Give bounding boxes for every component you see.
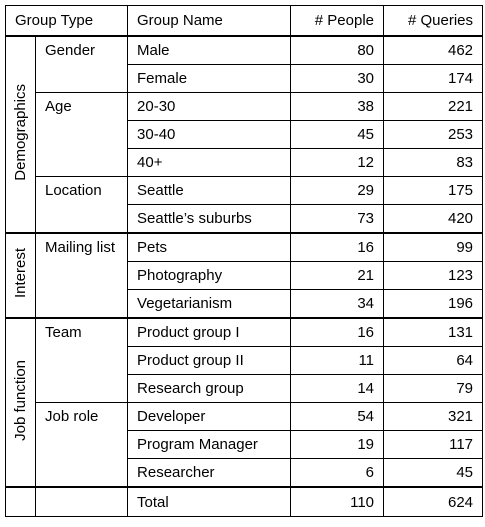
people-cell: 21 (290, 261, 385, 290)
group-name-cell: Female (127, 64, 292, 93)
table-row: Seattle’s suburbs 73 420 (6, 204, 484, 234)
group-name-cell: Pets (127, 232, 292, 262)
total-row: Total 110 624 (5, 486, 484, 517)
blank-cell (34, 486, 129, 517)
people-cell: 34 (290, 289, 385, 319)
people-cell: 6 (290, 458, 385, 488)
group-name-cell: Product group II (127, 346, 292, 375)
group-name-cell: 30-40 (127, 120, 292, 149)
group-name-cell: Vegetarianism (127, 289, 292, 319)
people-cell: 14 (290, 374, 385, 403)
table-row: Job function Team Product group I 16 131 (5, 317, 484, 488)
table-row: Research group 14 79 (6, 374, 484, 403)
queries-cell: 45 (383, 458, 484, 488)
queries-cell: 175 (383, 176, 484, 205)
people-cell: 29 (290, 176, 385, 205)
table-row: Location Seattle 29 175 (6, 176, 484, 234)
group-name-cell: 40+ (127, 148, 292, 177)
queries-cell: 79 (383, 374, 484, 403)
people-cell: 54 (290, 402, 385, 431)
table-row: Interest Mailing list Pets 16 99 (5, 232, 484, 319)
table-row: Demographics Gender Male 80 462 (5, 35, 484, 234)
table-row: 40+ 12 83 (6, 148, 484, 177)
people-cell: 16 (290, 317, 385, 347)
group-type-label: Demographics (12, 84, 29, 181)
queries-cell: 123 (383, 261, 484, 290)
header-queries: # Queries (383, 5, 484, 37)
subgroup-team: Team (34, 317, 129, 403)
group-name-cell: Research group (127, 374, 292, 403)
subgroup-age: Age (34, 92, 129, 177)
group-type-interest: Interest (5, 232, 36, 319)
table-row: Researcher 6 45 (6, 458, 484, 488)
group-name-cell: Developer (127, 402, 292, 431)
header-row: Group Type Group Name # People # Queries (4, 5, 484, 37)
people-cell: 80 (290, 35, 385, 65)
queries-cell: 83 (383, 148, 484, 177)
blank-cell (5, 486, 36, 517)
queries-cell: 253 (383, 120, 484, 149)
queries-cell: 420 (383, 204, 484, 234)
subgroup-location: Location (34, 176, 129, 234)
header-people: # People (290, 5, 385, 37)
group-name-cell: 20-30 (127, 92, 292, 121)
total-queries: 624 (383, 486, 484, 517)
people-cell: 73 (290, 204, 385, 234)
queries-cell: 196 (383, 289, 484, 319)
table-row: 30-40 45 253 (6, 120, 484, 149)
group-name-cell: Researcher (127, 458, 292, 488)
subgroup-gender: Gender (34, 35, 129, 93)
group-name-cell: Photography (127, 261, 292, 290)
subgroup-mailing-list: Mailing list (34, 232, 129, 319)
group-type-label: Job function (12, 360, 29, 441)
people-cell: 16 (290, 232, 385, 262)
people-cell: 38 (290, 92, 385, 121)
group-name-cell: Product group I (127, 317, 292, 347)
people-cell: 12 (290, 148, 385, 177)
queries-cell: 131 (383, 317, 484, 347)
queries-cell: 462 (383, 35, 484, 65)
table-row: Program Manager 19 117 (6, 430, 484, 459)
queries-cell: 174 (383, 64, 484, 93)
queries-cell: 221 (383, 92, 484, 121)
people-cell: 19 (290, 430, 385, 459)
header-group-type: Group Type (4, 5, 129, 37)
queries-cell: 321 (383, 402, 484, 431)
group-type-label: Interest (12, 248, 29, 299)
group-type-job-function: Job function (5, 317, 36, 488)
people-cell: 11 (290, 346, 385, 375)
group-statistics-table: Group Type Group Name # People # Queries… (4, 5, 484, 517)
total-people: 110 (290, 486, 385, 517)
group-name-cell: Program Manager (127, 430, 292, 459)
people-cell: 30 (290, 64, 385, 93)
group-name-cell: Seattle (127, 176, 292, 205)
table-row: Job role Developer 54 321 (6, 402, 484, 488)
total-label: Total (127, 486, 292, 517)
header-group-name: Group Name (127, 5, 292, 37)
group-name-cell: Male (127, 35, 292, 65)
queries-cell: 99 (383, 232, 484, 262)
table-row: Age 20-30 38 221 (6, 92, 484, 177)
people-cell: 45 (290, 120, 385, 149)
group-type-demographics: Demographics (5, 35, 36, 234)
queries-cell: 64 (383, 346, 484, 375)
table-row: Photography 21 123 (6, 261, 484, 290)
table-row: Female 30 174 (6, 64, 484, 93)
table-row: Product group II 11 64 (6, 346, 484, 375)
table-row: Vegetarianism 34 196 (6, 289, 484, 319)
subgroup-job-role: Job role (34, 402, 129, 488)
group-name-cell: Seattle’s suburbs (127, 204, 292, 234)
queries-cell: 117 (383, 430, 484, 459)
